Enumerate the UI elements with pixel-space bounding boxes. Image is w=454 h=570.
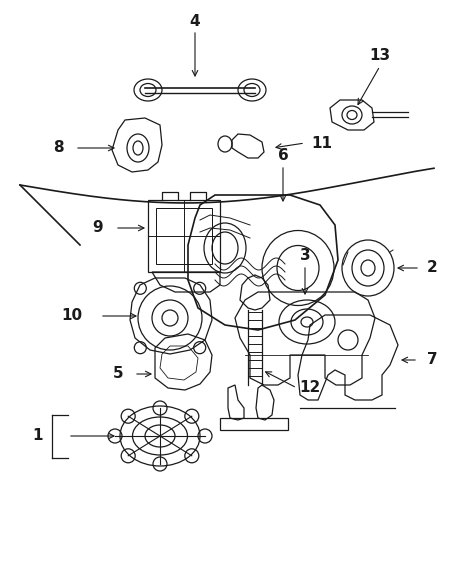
- Text: 11: 11: [311, 136, 332, 150]
- Text: 12: 12: [299, 381, 321, 396]
- Text: 2: 2: [427, 260, 437, 275]
- Text: 5: 5: [113, 367, 123, 381]
- Text: 6: 6: [278, 148, 288, 162]
- Text: 4: 4: [190, 14, 200, 30]
- Bar: [148, 200, 220, 272]
- Text: 8: 8: [53, 140, 63, 156]
- Text: 9: 9: [93, 221, 104, 235]
- Text: 1: 1: [33, 429, 43, 443]
- Bar: [156, 208, 212, 264]
- Text: 10: 10: [61, 308, 83, 324]
- Text: 13: 13: [370, 47, 390, 63]
- Text: 7: 7: [427, 352, 437, 368]
- Text: 3: 3: [300, 247, 311, 263]
- Bar: [220, 418, 288, 430]
